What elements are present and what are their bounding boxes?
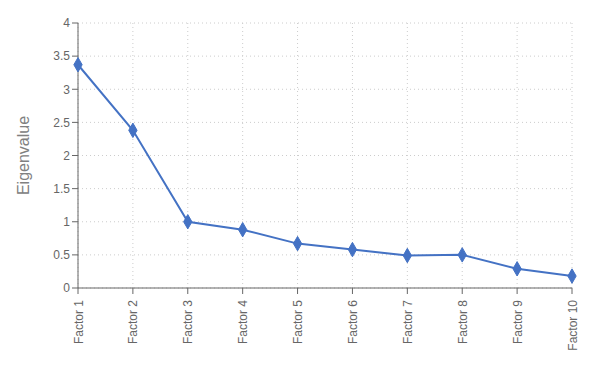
svg-text:2.5: 2.5 <box>53 116 70 130</box>
svg-text:Factor 5: Factor 5 <box>291 300 305 344</box>
svg-text:Factor 10: Factor 10 <box>566 300 580 351</box>
svg-text:Factor 8: Factor 8 <box>456 300 470 344</box>
svg-text:0: 0 <box>63 281 70 295</box>
svg-text:3.5: 3.5 <box>53 49 70 63</box>
svg-text:Factor 7: Factor 7 <box>401 300 415 344</box>
svg-text:4: 4 <box>63 16 70 30</box>
svg-text:Factor 3: Factor 3 <box>181 300 195 344</box>
svg-text:Eigenvalue: Eigenvalue <box>15 116 32 195</box>
svg-text:Factor 6: Factor 6 <box>346 300 360 344</box>
svg-text:2: 2 <box>63 149 70 163</box>
svg-text:Factor 4: Factor 4 <box>236 300 250 344</box>
svg-text:Factor 1: Factor 1 <box>72 300 86 344</box>
svg-text:Factor 2: Factor 2 <box>126 300 140 344</box>
svg-text:0.5: 0.5 <box>53 248 70 262</box>
svg-text:3: 3 <box>63 83 70 97</box>
svg-text:Factor 9: Factor 9 <box>511 300 525 344</box>
svg-text:1: 1 <box>63 215 70 229</box>
svg-text:1.5: 1.5 <box>53 182 70 196</box>
